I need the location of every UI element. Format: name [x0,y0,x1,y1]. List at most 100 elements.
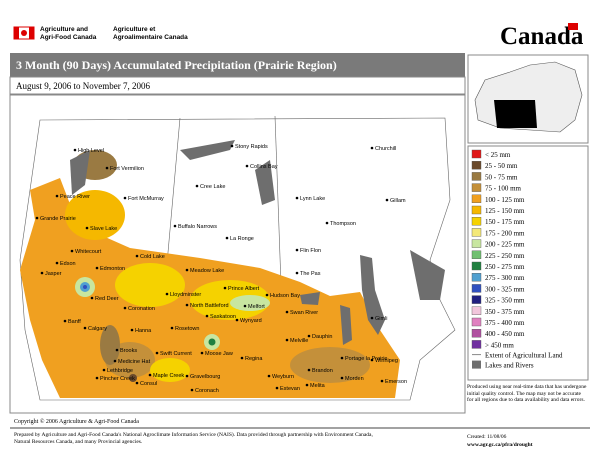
place-dot [285,338,289,342]
lake [180,140,235,160]
legend-label: 375 - 400 mm [485,319,525,327]
legend-swatch [471,205,482,215]
url: www.agr.gc.ca/pfra/drought [467,442,533,448]
place-label: Hudson Bay [270,293,300,299]
place-label: Cold Lake [140,254,165,260]
place-label: Medicine Hat [118,359,151,365]
legend-swatch [471,340,482,349]
place-dot [340,356,344,360]
place-dot [385,198,389,202]
place-label: Gillam [390,198,406,204]
legend-label: 225 - 250 mm [485,252,525,260]
place-label: Red Deer [95,296,119,302]
legend-label: 325 - 350 mm [485,297,525,305]
legend-label: 125 - 150 mm [485,207,525,215]
place-label: La Ronge [230,236,254,242]
place-dot [307,368,311,372]
legend-swatch [471,317,482,327]
legend-label: 50 - 75 mm [485,173,518,181]
place-label: Lynn Lake [300,196,325,202]
place-label: Cree Lake [200,184,225,190]
place-dot [370,358,374,362]
place-dot [148,373,152,377]
precip-zone [290,347,370,383]
legend-label: 25 - 50 mm [485,162,518,170]
place-label: Swift Current [160,351,192,357]
inset-prairies [494,100,537,128]
place-dot [275,386,279,390]
place-dot [200,351,204,355]
legend-swatch [471,261,482,271]
place-dot [370,316,374,320]
place-label: Prince Albert [228,286,260,292]
place-dot [85,226,89,230]
legend-swatch [471,216,482,226]
legend-swatch [471,295,482,304]
precip-zone [65,190,125,240]
precip-zone [115,263,185,307]
place-label: Wynyard [240,318,262,324]
place-dot [295,248,299,252]
title-bar [10,53,465,77]
legend-label: 75 - 100 mm [485,185,522,193]
precip-zone [230,295,270,311]
legend-label: > 450 mm [485,341,514,349]
legend-label: 200 - 225 mm [485,241,525,249]
lake [70,150,90,195]
place-label: Melville [290,338,308,344]
place-dot [243,304,247,308]
legend-swatch [471,194,482,204]
place-dot [267,374,271,378]
place-label: Stony Rapids [235,144,268,150]
legend-label: 150 - 175 mm [485,218,525,226]
precip-spot [129,374,137,382]
legend-swatch [471,284,482,293]
place-label: Lethbridge [107,368,133,374]
legend-frame [467,145,589,381]
place-label: Regina [245,356,263,362]
place-dot [130,328,134,332]
place-label: Winnipeg [375,358,398,364]
subtitle: August 9, 2006 to November 7, 2006 [16,81,150,91]
place-dot [305,383,309,387]
place-label: Dauphin [312,334,333,340]
lake [410,250,445,300]
place-label: Peace River [60,194,90,200]
place-label: Buffalo Narrows [178,224,217,230]
place-label: The Pas [300,271,321,277]
place-label: Banff [68,319,81,325]
place-dot [83,326,87,330]
place-label: Estevan [280,386,300,392]
place-label: Thompson [330,221,356,227]
legend-label: 250 - 275 mm [485,263,525,271]
precip-spot [83,285,87,289]
place-label: Hanna [135,328,152,334]
place-dot [95,376,99,380]
legend-label: Extent of Agricultural Land [485,352,563,360]
legend-swatch [471,160,482,170]
place-label: Portage la Prairie [345,356,388,362]
place-label: Weyburn [272,374,294,380]
place-dot [185,374,189,378]
legend-swatch [471,149,482,159]
note: Produced using near real-time data that … [467,384,587,403]
place-label: Gimli [375,316,388,322]
place-dot [285,310,289,314]
place-dot [185,268,189,272]
place-dot [205,314,209,318]
place-dot [35,216,39,220]
prepared-by: Prepared by Agriculture and Agri-Food Ca… [14,432,373,445]
place-label: Rosetown [175,326,199,332]
legend-swatch [471,228,482,237]
legend-swatch [471,250,482,260]
flag-leaf [21,30,27,36]
place-dot [123,306,127,310]
place-dot [295,196,299,200]
place-label: Pincher Creek [100,376,135,382]
place-label: Meadow Lake [190,268,224,274]
place-label: Swan River [290,310,318,316]
legend-swatch [471,306,482,315]
place-label: Brandon [312,368,333,374]
place-label: Jasper [45,271,62,277]
